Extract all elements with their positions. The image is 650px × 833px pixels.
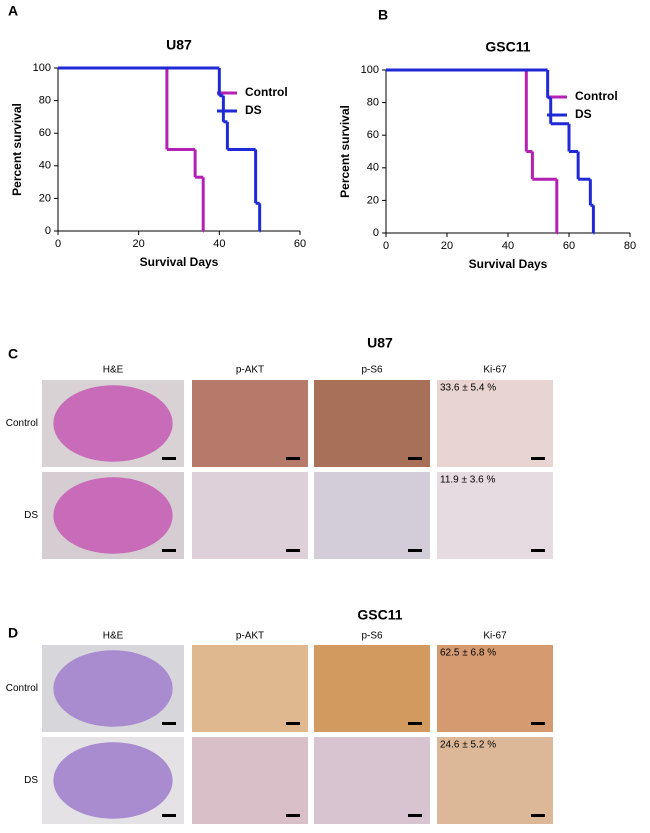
micrograph: [314, 472, 430, 559]
y-tick-label: 20: [39, 192, 51, 204]
micrograph: [192, 737, 308, 824]
brain-section: [53, 742, 173, 819]
panel-label: D: [8, 625, 18, 641]
legend-label: DS: [245, 103, 262, 117]
y-tick-label: 80: [39, 95, 51, 107]
scale-bar: [408, 814, 422, 817]
scale-bar: [286, 457, 300, 460]
panel-label: C: [8, 346, 18, 362]
x-tick-label: 40: [502, 240, 514, 252]
x-tick-label: 20: [441, 240, 453, 252]
scale-bar: [408, 549, 422, 552]
legend-label: Control: [245, 85, 288, 99]
row-label: DS: [24, 510, 38, 521]
legend-label: Control: [575, 89, 618, 103]
micrograph: [314, 645, 430, 732]
scale-bar: [286, 814, 300, 817]
row-label: DS: [24, 775, 38, 786]
micrograph: [437, 737, 553, 824]
x-tick-label: 0: [55, 238, 61, 250]
ki67-index: 62.5 ± 6.8 %: [440, 648, 496, 659]
x-tick-label: 20: [133, 238, 145, 250]
scale-bar: [162, 814, 176, 817]
panel-title: U87: [367, 335, 393, 351]
y-axis-label: Percent survival: [338, 105, 352, 198]
x-tick-label: 80: [624, 240, 636, 252]
scale-bar: [162, 722, 176, 725]
y-axis-label: Percent survival: [10, 103, 24, 196]
y-tick-label: 40: [39, 160, 51, 172]
micrograph: [192, 472, 308, 559]
legend-label: DS: [575, 107, 592, 121]
column-header: H&E: [103, 365, 124, 376]
panel-label: A: [8, 3, 18, 19]
row-label: Control: [6, 683, 38, 694]
brain-section: [53, 650, 173, 727]
scale-bar: [531, 457, 545, 460]
column-header: H&E: [103, 631, 124, 642]
scale-bar: [408, 457, 422, 460]
x-axis-label: Survival Days: [469, 257, 548, 271]
y-tick-label: 100: [33, 62, 51, 74]
scale-bar: [162, 549, 176, 552]
y-tick-label: 100: [361, 64, 379, 76]
scale-bar: [286, 722, 300, 725]
scale-bar: [531, 814, 545, 817]
y-tick-label: 40: [367, 162, 379, 174]
scale-bar: [531, 722, 545, 725]
brain-section: [53, 477, 173, 554]
scale-bar: [162, 457, 176, 460]
x-tick-label: 60: [563, 240, 575, 252]
brain-section: [53, 385, 173, 462]
y-tick-label: 60: [367, 129, 379, 141]
ki67-index: 11.9 ± 3.6 %: [440, 475, 495, 486]
micrograph: [192, 645, 308, 732]
chart-title: GSC11: [485, 39, 530, 55]
column-header: p-AKT: [236, 365, 264, 376]
micrograph: [437, 380, 553, 467]
y-tick-label: 20: [367, 194, 379, 206]
row-label: Control: [6, 418, 38, 429]
y-tick-label: 60: [39, 127, 51, 139]
x-tick-label: 40: [213, 238, 225, 250]
column-header: p-S6: [361, 631, 383, 642]
panel-label: B: [378, 7, 388, 23]
column-header: p-S6: [361, 365, 383, 376]
micrograph: [437, 472, 553, 559]
y-tick-label: 0: [45, 225, 51, 237]
micrograph: [314, 380, 430, 467]
panel-title: GSC11: [357, 607, 402, 623]
x-tick-label: 60: [294, 238, 306, 250]
ki67-index: 33.6 ± 5.4 %: [440, 383, 496, 394]
micrograph: [192, 380, 308, 467]
column-header: Ki-67: [483, 631, 507, 642]
micrograph: [314, 737, 430, 824]
chart-title: U87: [166, 37, 192, 53]
scale-bar: [531, 549, 545, 552]
y-tick-label: 0: [373, 227, 379, 239]
x-axis-label: Survival Days: [140, 255, 219, 269]
scale-bar: [408, 722, 422, 725]
scale-bar: [286, 549, 300, 552]
column-header: Ki-67: [483, 365, 507, 376]
ki67-index: 24.6 ± 5.2 %: [440, 740, 496, 751]
y-tick-label: 80: [367, 97, 379, 109]
column-header: p-AKT: [236, 631, 264, 642]
x-tick-label: 0: [383, 240, 389, 252]
micrograph: [437, 645, 553, 732]
